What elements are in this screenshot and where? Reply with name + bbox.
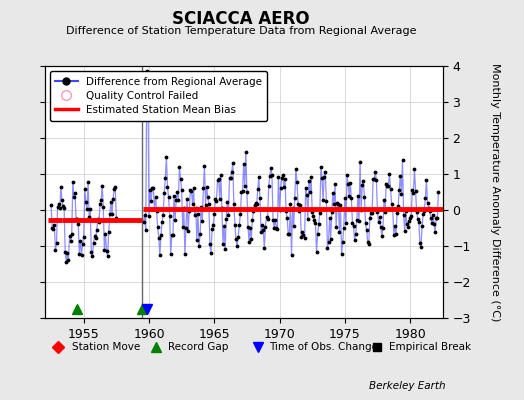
- Text: Berkeley Earth: Berkeley Earth: [369, 381, 445, 391]
- Y-axis label: Monthly Temperature Anomaly Difference (°C): Monthly Temperature Anomaly Difference (…: [490, 63, 500, 321]
- Text: SCIACCA AERO: SCIACCA AERO: [172, 10, 310, 28]
- Text: Record Gap: Record Gap: [168, 342, 228, 352]
- Text: Empirical Break: Empirical Break: [389, 342, 471, 352]
- Text: Difference of Station Temperature Data from Regional Average: Difference of Station Temperature Data f…: [66, 26, 416, 36]
- Text: Time of Obs. Change: Time of Obs. Change: [269, 342, 378, 352]
- Legend: Difference from Regional Average, Quality Control Failed, Estimated Station Mean: Difference from Regional Average, Qualit…: [50, 71, 267, 121]
- Text: Station Move: Station Move: [72, 342, 140, 352]
